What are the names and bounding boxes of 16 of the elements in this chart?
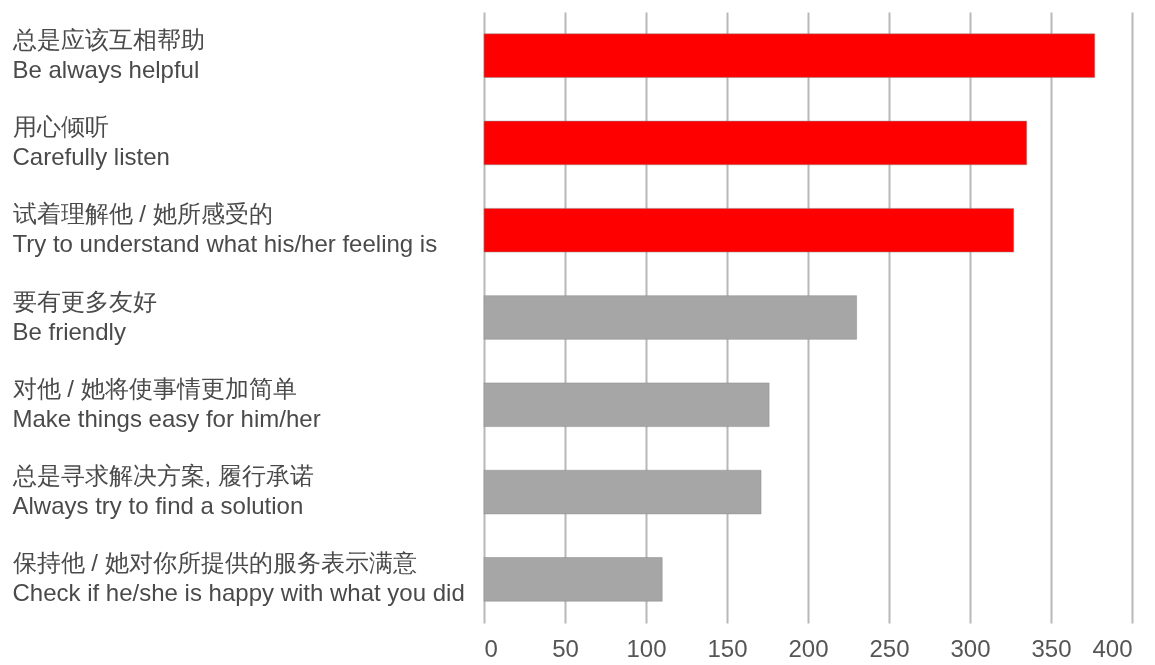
x-tick-label: 0 bbox=[484, 634, 498, 662]
y-tick-label: 总是应该互相帮助 Be always helpful bbox=[11, 25, 205, 83]
x-tick-label: 100 bbox=[626, 634, 667, 662]
y-tick-label: 用心倾听 Carefully listen bbox=[12, 112, 170, 170]
x-tick-label: 250 bbox=[869, 634, 910, 662]
y-tick-label: 对他 / 她将使事情更加简单 Make things easy for him/her bbox=[12, 374, 321, 432]
x-tick-label: 150 bbox=[707, 634, 748, 662]
x-tick-label: 200 bbox=[788, 634, 829, 662]
y-tick-label: 要有更多友好 Be friendly bbox=[12, 287, 157, 345]
x-tick-label: 350 bbox=[1031, 634, 1072, 662]
x-tick-label: 50 bbox=[552, 634, 579, 662]
x-tick-label: 300 bbox=[950, 634, 991, 662]
y-tick-label: 保持他 / 她对你所提供的服务表示满意 Check if he/she is happy with what you did bbox=[12, 549, 465, 607]
x-tick-label: 400 bbox=[1092, 634, 1133, 662]
y-tick-label: 试着理解他 / 她所感受的 Try to understand what his/her feeling is bbox=[12, 200, 438, 258]
y-tick-label: 总是寻求解决方案, 履行承诺 Always try to find a solution bbox=[11, 462, 314, 520]
